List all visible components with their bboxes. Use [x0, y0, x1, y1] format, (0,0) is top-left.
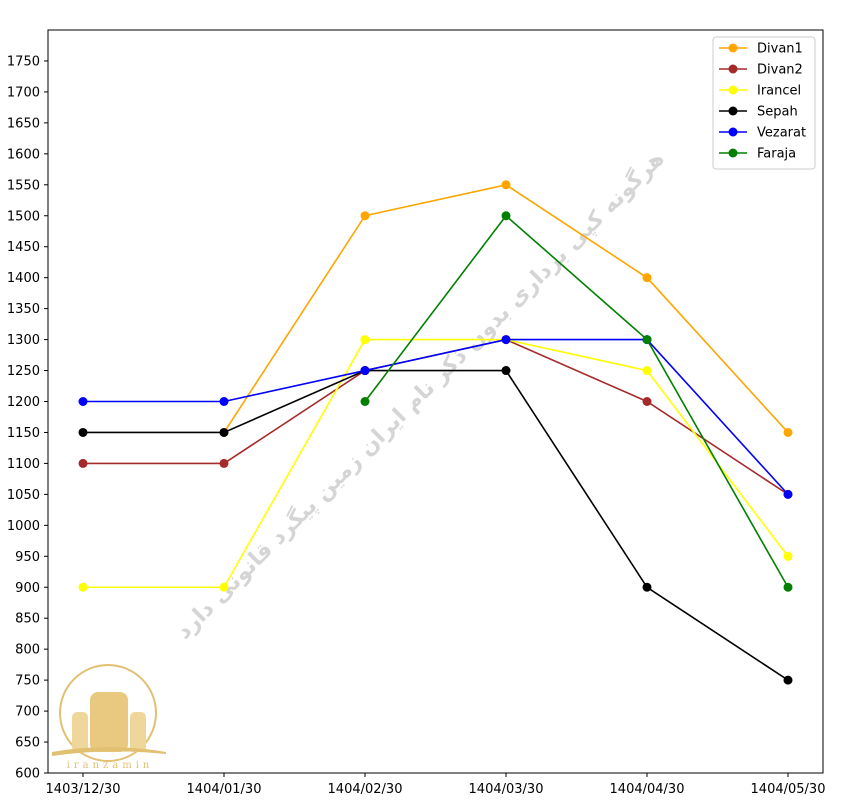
data-point-vezarat [360, 366, 370, 376]
data-point-sepah [219, 427, 229, 437]
series-line-vezarat [83, 338, 789, 495]
legend-label-faraja: Faraja [757, 147, 796, 162]
data-point-sepah [78, 427, 88, 437]
series-line-sepah [83, 369, 789, 681]
data-point-divan2 [642, 397, 652, 406]
y-tick-label: 1700 [7, 85, 40, 100]
logo-text: iranzamin [67, 760, 154, 771]
data-point-vezarat [78, 397, 88, 406]
y-tick-label: 1150 [7, 426, 40, 441]
watermark-text: هرگونه کپی برداری بدون ذکر نام ایران زمی… [170, 145, 669, 644]
y-tick-label: 650 [15, 736, 40, 751]
y-tick-label: 1400 [7, 271, 40, 286]
y-tick-label: 1500 [7, 209, 40, 224]
data-point-sepah [501, 366, 511, 376]
data-point-faraja [783, 582, 793, 592]
data-point-divan1 [501, 180, 511, 190]
y-tick-label: 1600 [7, 147, 40, 162]
legend-marker-faraja [728, 148, 738, 158]
y-tick-label: 1550 [7, 178, 40, 193]
legend-label-divan2: Divan2 [757, 63, 803, 78]
logo-ring [59, 664, 157, 762]
legend: Divan1 Divan2 Irancel Sepah Vezarat Faraja [712, 36, 816, 170]
data-point-irancel [642, 366, 652, 376]
legend-box [712, 36, 816, 170]
data-point-irancel [78, 582, 88, 592]
y-tick-label: 1000 [7, 519, 40, 534]
logo-base [52, 747, 166, 756]
y-tick-label: 1100 [7, 457, 40, 472]
x-tick-label: 1404/02/30 [328, 782, 403, 797]
x-tick-label: 1404/03/30 [469, 782, 544, 797]
series-vezarat [78, 335, 793, 499]
y-tick-label: 700 [15, 705, 40, 720]
logo-building-right [130, 712, 146, 752]
series-line-irancel [83, 338, 789, 589]
y-tick-label: 850 [15, 612, 40, 627]
watermark: هرگونه کپی برداری بدون ذکر نام ایران زمی… [170, 145, 669, 644]
data-point-faraja [360, 397, 370, 406]
x-tick-label: 1404/05/30 [751, 782, 826, 797]
data-point-sepah [783, 675, 793, 685]
y-tick-label: 950 [15, 550, 40, 565]
data-point-irancel [783, 551, 793, 561]
iranzamin-logo: iranzamin [52, 664, 166, 771]
data-point-divan2 [78, 458, 88, 468]
series-faraja [360, 211, 793, 592]
legend-marker-vezarat [728, 127, 738, 137]
data-point-vezarat [501, 335, 511, 345]
data-point-vezarat [219, 397, 229, 406]
y-tick-label: 800 [15, 643, 40, 658]
y-tick-label: 1750 [7, 54, 40, 69]
y-tick-label: 750 [15, 674, 40, 689]
y-tick-label: 1350 [7, 302, 40, 317]
x-tick-label: 1404/01/30 [187, 782, 262, 797]
y-tick-label: 1250 [7, 364, 40, 379]
series-line-faraja [364, 214, 789, 588]
data-point-divan1 [642, 273, 652, 283]
legend-marker-sepah [728, 106, 738, 116]
x-tick-label: 1403/12/30 [46, 782, 121, 797]
logo-building-left [72, 712, 88, 752]
data-point-vezarat [783, 489, 793, 499]
legend-marker-irancel [728, 85, 738, 95]
y-tick-label: 1050 [7, 488, 40, 503]
data-point-irancel [219, 582, 229, 592]
y-tick-label: 600 [15, 767, 40, 782]
logo-building [90, 692, 128, 752]
series-divan2 [78, 335, 793, 499]
x-tick-label: 1404/04/30 [610, 782, 685, 797]
y-tick-label: 1650 [7, 116, 40, 131]
y-tick-label: 1300 [7, 333, 40, 348]
y-tick-label: 1200 [7, 395, 40, 410]
legend-label-sepah: Sepah [757, 105, 798, 120]
legend-label-vezarat: Vezarat [757, 126, 806, 141]
data-point-divan1 [783, 427, 793, 437]
data-point-divan1 [360, 211, 370, 221]
legend-marker-divan2 [728, 64, 738, 74]
data-point-irancel [360, 335, 370, 345]
data-point-faraja [642, 335, 652, 345]
legend-label-irancel: Irancel [757, 84, 801, 99]
legend-label-divan1: Divan1 [757, 42, 803, 57]
data-point-faraja [501, 211, 511, 221]
data-point-sepah [642, 582, 652, 592]
data-point-divan2 [219, 458, 229, 468]
y-tick-label: 900 [15, 581, 40, 596]
legend-marker-divan1 [728, 43, 738, 53]
y-tick-label: 1450 [7, 240, 40, 255]
